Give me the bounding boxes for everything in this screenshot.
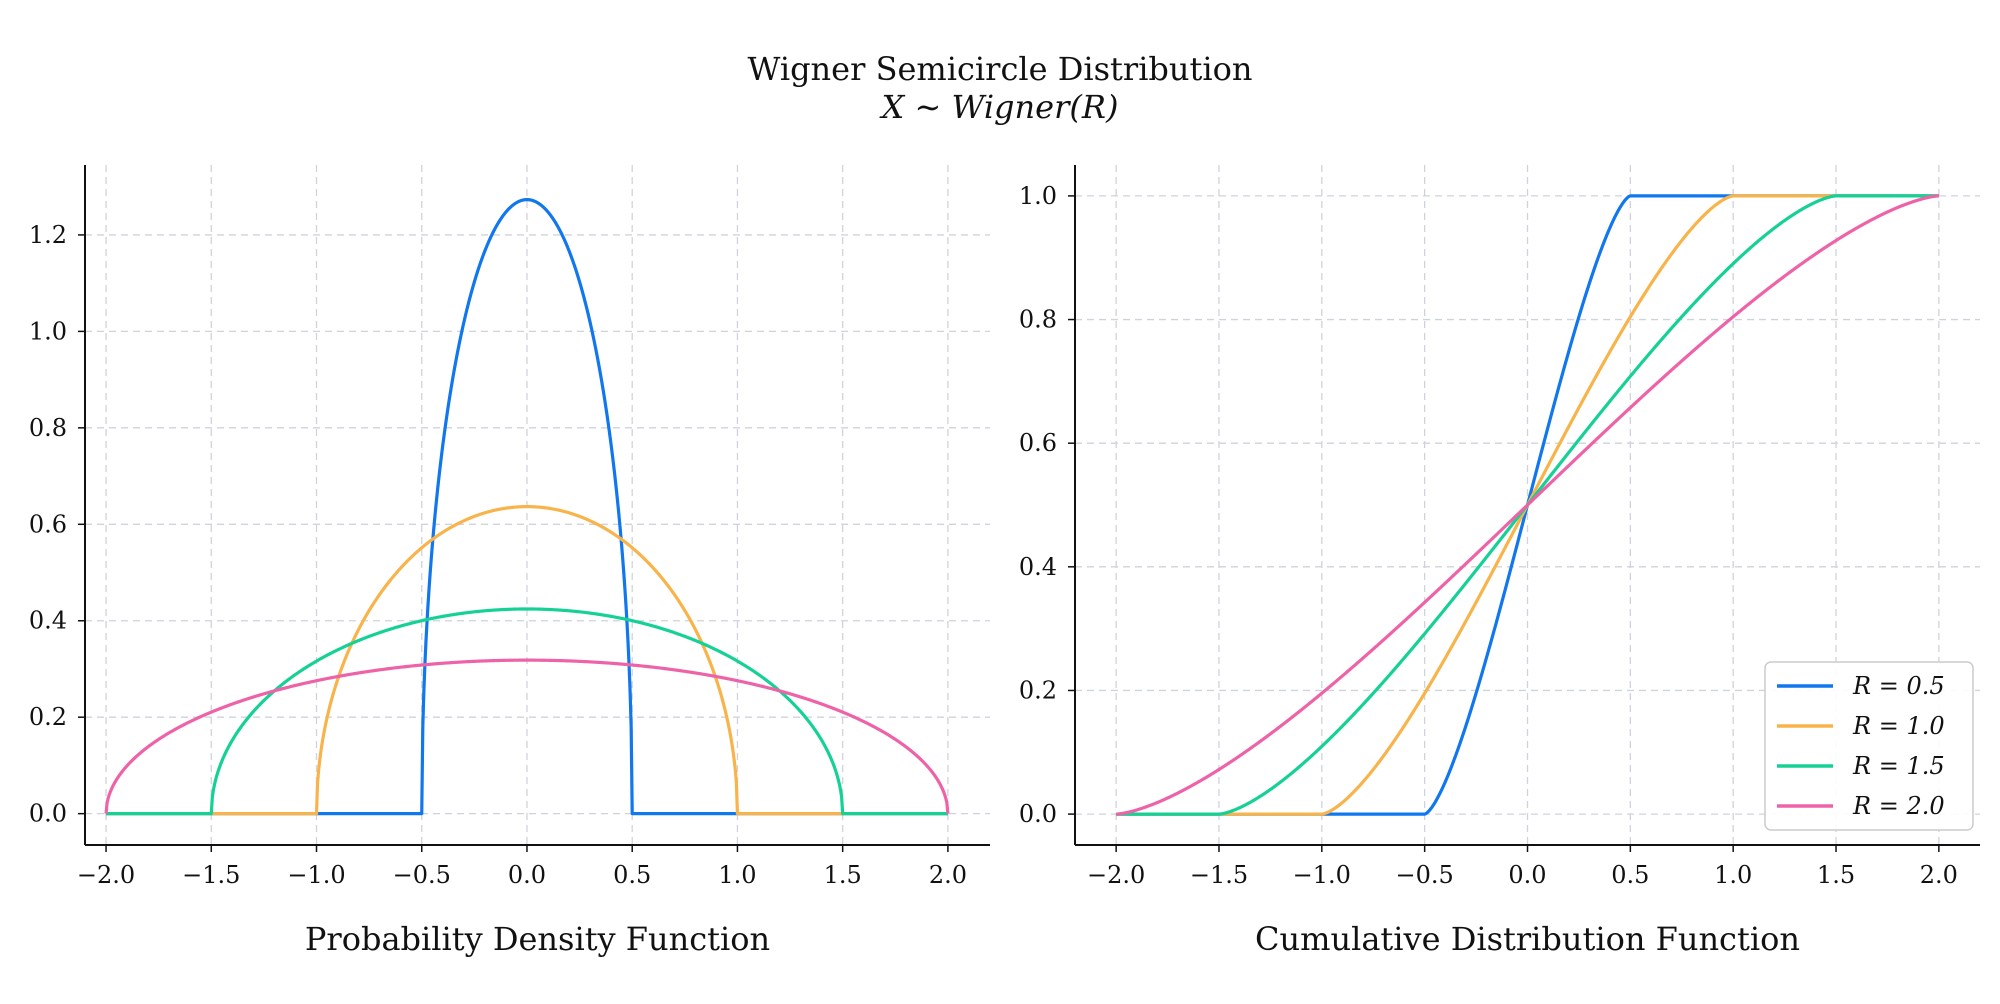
legend-frame <box>1764 661 1974 831</box>
x-tick-label: −0.5 <box>393 861 451 889</box>
series-line-r1.5 <box>105 607 949 816</box>
x-tick-label: 0.5 <box>613 861 651 889</box>
x-tick-label: −2.0 <box>1087 861 1145 889</box>
y-tick-label: 1.0 <box>29 317 67 345</box>
series-line-r2.0 <box>1115 194 1940 816</box>
x-tick-label: −1.0 <box>1293 861 1351 889</box>
legend-label: R = 1.5 <box>1852 752 1945 780</box>
x-axis-label: Cumulative Distribution Function <box>1255 920 1800 958</box>
x-axis-label: Probability Density Function <box>305 920 770 958</box>
x-tick-label: 1.0 <box>1714 861 1752 889</box>
y-tick-label: 0.8 <box>1019 306 1057 334</box>
y-tick-label: 1.0 <box>1019 182 1057 210</box>
series-line-r1.0 <box>105 505 949 816</box>
y-tick-label: 0.4 <box>29 607 67 635</box>
x-tick-label: 0.0 <box>508 861 546 889</box>
chart-panel-cdf: −2.0 −1.5 −1.0 −0.5 0.0 0.5 1.0 1.5 2.0 0.0 0.2 0.4… <box>1019 165 1980 958</box>
y-tick-label: 0.2 <box>1019 676 1057 704</box>
x-tick-label: −1.0 <box>287 861 345 889</box>
legend-label: R = 2.0 <box>1852 792 1945 820</box>
x-tick-label: −1.5 <box>1190 861 1248 889</box>
x-tick-label: 0.0 <box>1508 861 1546 889</box>
figure-subtitle: X ∼ Wigner(R) <box>881 88 1119 126</box>
x-tick-label: 2.0 <box>1920 861 1958 889</box>
figure-title: Wigner Semicircle Distribution <box>747 50 1253 88</box>
legend-label: R = 1.0 <box>1852 712 1945 740</box>
y-tick-label: 0.8 <box>29 414 67 442</box>
y-tick-label: 0.4 <box>1019 553 1057 581</box>
x-tick-label: −1.5 <box>182 861 240 889</box>
y-tick-label: 0.2 <box>29 703 67 731</box>
series-line-r2.0 <box>104 658 950 814</box>
x-tick-label: 1.0 <box>718 861 756 889</box>
x-tick-label: 1.5 <box>1817 861 1855 889</box>
y-tick-label: 0.6 <box>29 510 67 538</box>
x-tick-label: −0.5 <box>1396 861 1454 889</box>
x-tick-label: 1.5 <box>824 861 862 889</box>
x-tick-label: −2.0 <box>77 861 135 889</box>
x-tick-label: 0.5 <box>1611 861 1649 889</box>
legend: R = 0.5 R = 1.0 R = 1.5 R = 2.0 <box>1764 661 1974 831</box>
y-tick-label: 0.0 <box>29 800 67 828</box>
legend-label: R = 0.5 <box>1852 672 1945 700</box>
chart-panel-pdf: −2.0 −1.5 −1.0 −0.5 0.0 0.5 1.0 1.5 2.0 0.0 0.2 0.4… <box>29 165 990 958</box>
y-tick-label: 0.0 <box>1019 800 1057 828</box>
y-tick-label: 0.6 <box>1019 429 1057 457</box>
x-tick-label: 2.0 <box>929 861 967 889</box>
y-tick-label: 1.2 <box>29 221 67 249</box>
